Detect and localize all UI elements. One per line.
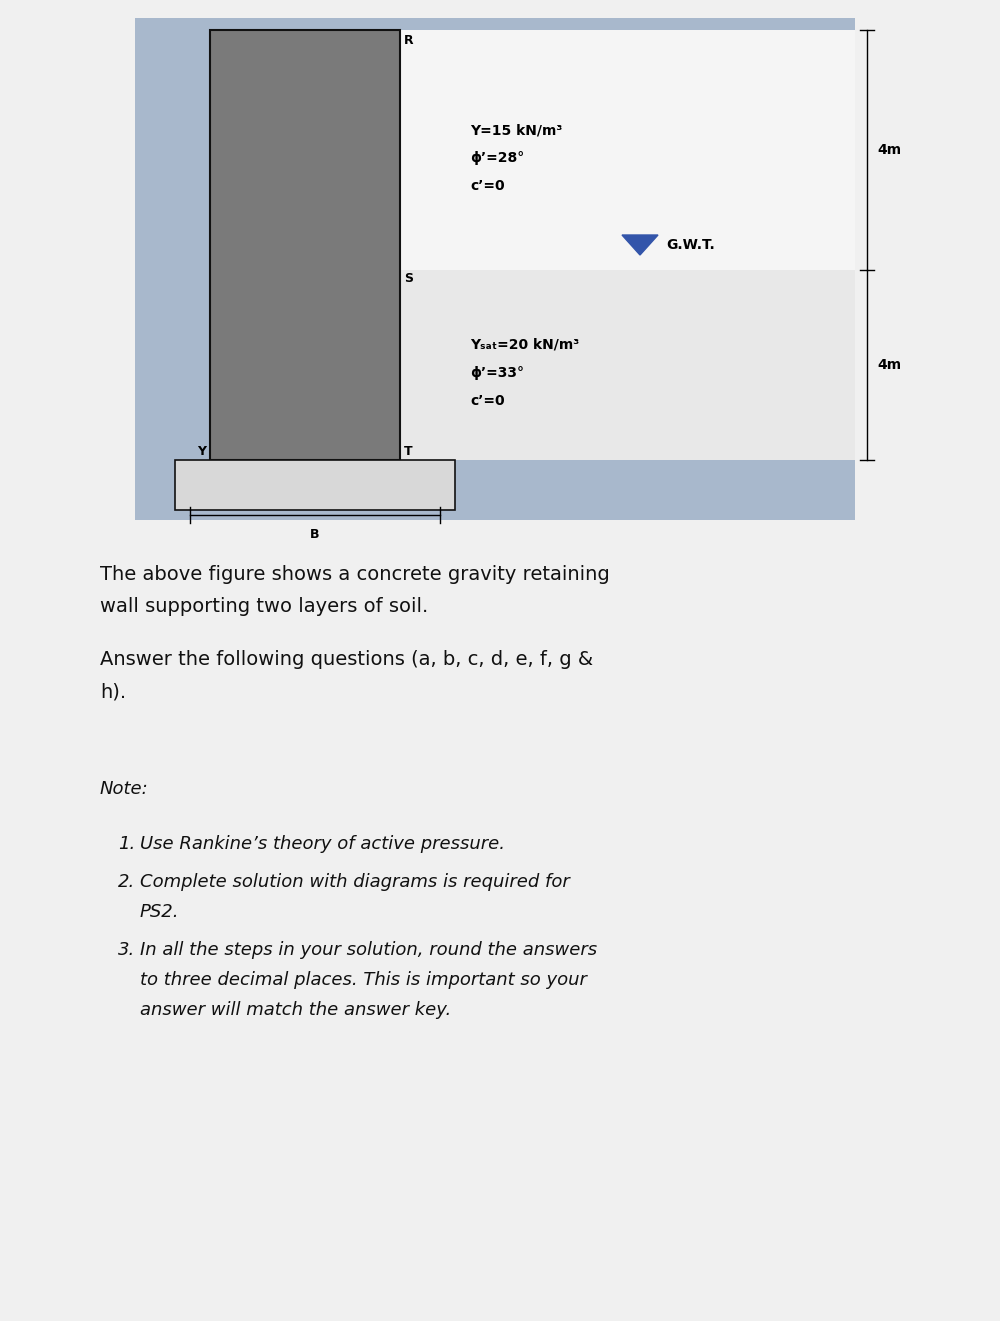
Text: G.W.T.: G.W.T. (666, 238, 715, 252)
Text: ϕ’=28°: ϕ’=28° (470, 151, 524, 165)
Text: 1.: 1. (118, 835, 135, 853)
Text: c’=0: c’=0 (470, 394, 505, 408)
Bar (135, 18, 855, 520)
Text: 4m: 4m (877, 143, 901, 157)
Text: h).: h). (100, 682, 126, 701)
Polygon shape (622, 235, 658, 255)
Text: Use Rankine’s theory of active pressure.: Use Rankine’s theory of active pressure. (140, 835, 505, 853)
Text: Note:: Note: (100, 779, 149, 798)
Text: c’=0: c’=0 (470, 180, 505, 193)
Text: 4m: 4m (877, 358, 901, 373)
Bar (210, 30, 400, 460)
Text: wall supporting two layers of soil.: wall supporting two layers of soil. (100, 597, 428, 616)
Bar (400, 269, 855, 460)
Text: R: R (404, 34, 414, 48)
Text: Y: Y (197, 445, 206, 458)
Text: Y=15 kN/m³: Y=15 kN/m³ (470, 123, 562, 137)
Text: B: B (310, 528, 320, 542)
Text: answer will match the answer key.: answer will match the answer key. (140, 1001, 451, 1018)
Text: PS2.: PS2. (140, 904, 180, 921)
Text: In all the steps in your solution, round the answers: In all the steps in your solution, round… (140, 941, 597, 959)
Text: The above figure shows a concrete gravity retaining: The above figure shows a concrete gravit… (100, 565, 610, 584)
Bar (175, 460, 455, 510)
Bar (400, 30, 855, 269)
Text: 3.: 3. (118, 941, 135, 959)
Text: Answer the following questions (a, b, c, d, e, f, g &: Answer the following questions (a, b, c,… (100, 650, 593, 668)
Text: S: S (404, 272, 413, 285)
Text: 2.: 2. (118, 873, 135, 890)
Text: ϕ’=33°: ϕ’=33° (470, 366, 524, 380)
Text: Yₛₐₜ=20 kN/m³: Yₛₐₜ=20 kN/m³ (470, 338, 579, 351)
Text: to three decimal places. This is important so your: to three decimal places. This is importa… (140, 971, 587, 989)
Text: T: T (404, 445, 413, 458)
Text: Complete solution with diagrams is required for: Complete solution with diagrams is requi… (140, 873, 570, 890)
